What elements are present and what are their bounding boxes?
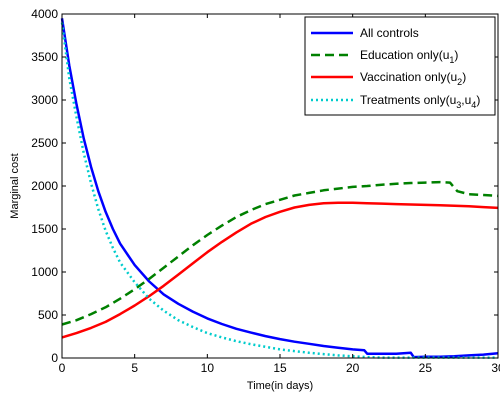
y-tick-label-8: 4000 xyxy=(31,7,58,21)
series-line-1 xyxy=(61,180,499,326)
legend-label-1: Education only(u1) xyxy=(360,48,458,65)
x-tick-label-1: 5 xyxy=(131,361,138,375)
legend-label-0: All controls xyxy=(360,26,419,40)
y-tick-label-5: 2500 xyxy=(31,136,58,150)
y-tick-label-0: 0 xyxy=(51,351,58,365)
y-tick-label-4: 2000 xyxy=(31,179,58,193)
y-tick-label-3: 1500 xyxy=(31,222,58,236)
x-tick-label-5: 25 xyxy=(419,361,433,375)
series-layer xyxy=(60,18,499,359)
x-tick-label-4: 20 xyxy=(346,361,360,375)
y-axis-label: Marginal cost xyxy=(9,153,21,218)
legend-label-2: Vaccination only(u2) xyxy=(360,70,466,87)
x-tick-label-2: 10 xyxy=(201,361,215,375)
series-line-2 xyxy=(61,201,499,339)
x-tick-label-3: 15 xyxy=(273,361,287,375)
x-axis-label: Time(in days) xyxy=(247,380,313,392)
y-tick-label-2: 1000 xyxy=(31,265,58,279)
series-line-3 xyxy=(60,22,498,359)
legend: All controls Education only(u1) Vaccinatio… xyxy=(304,16,496,116)
ticks-layer: 0 5 10 15 20 25 30 0 500 1000 1500 2000 2500 3000 3500… xyxy=(31,7,500,375)
y-tick-label-1: 500 xyxy=(38,308,58,322)
x-tick-label-6: 30 xyxy=(491,361,500,375)
x-tick-label-0: 0 xyxy=(59,361,66,375)
y-tick-label-6: 3000 xyxy=(31,93,58,107)
legend-label-3: Treatments only(u3,u4) xyxy=(360,93,480,110)
y-tick-label-7: 3500 xyxy=(31,50,58,64)
